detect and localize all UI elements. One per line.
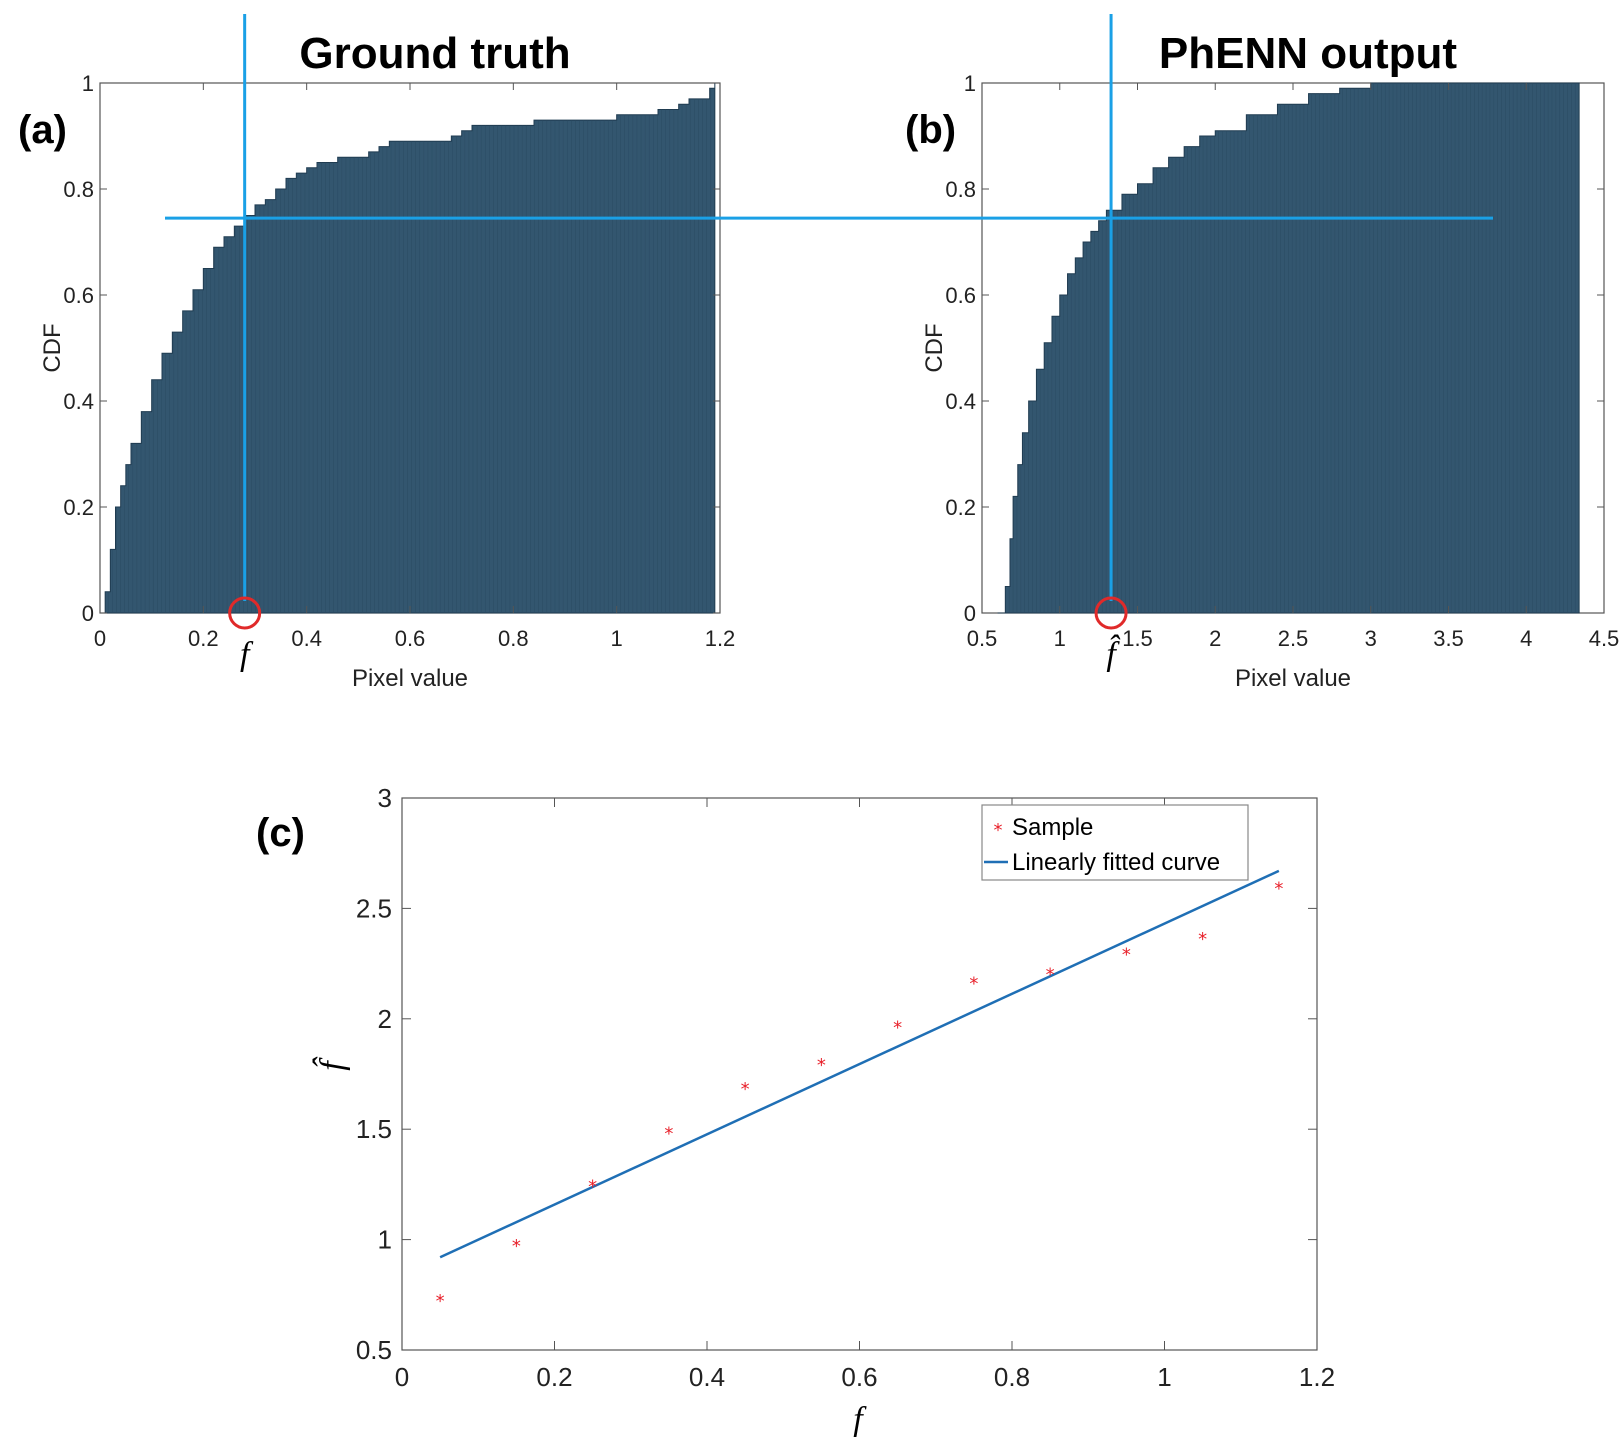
x-tick-label: 3 bbox=[1365, 626, 1377, 651]
y-tick-label: 1 bbox=[82, 71, 94, 96]
panel-a-title: Ground truth bbox=[299, 29, 570, 78]
panel-c-scatter: (c) 0.511.522.53 0 0.2 0.4 0.6 0.8 1 1.2 *****… bbox=[256, 783, 1335, 1438]
legend-fit-label: Linearly fitted curve bbox=[1012, 849, 1220, 876]
x-tick-label: 0.4 bbox=[291, 626, 322, 651]
sample-point: * bbox=[588, 1176, 597, 1197]
panel-b-y-axis-label: CDF bbox=[921, 323, 948, 372]
sample-point: * bbox=[817, 1055, 826, 1076]
panel-b-x-axis-label: Pixel value bbox=[1235, 665, 1351, 692]
y-tick-label: 0.2 bbox=[945, 495, 976, 520]
x-tick-label: 1 bbox=[1054, 626, 1066, 651]
y-tick-label: 1 bbox=[378, 1225, 392, 1255]
y-tick-label: 1.5 bbox=[356, 1114, 392, 1144]
panel-b-marker-circle bbox=[1094, 596, 1128, 630]
x-tick-label: 2.5 bbox=[1278, 626, 1309, 651]
panel-b-phenn-output: PhENN output (b) 0 0.2 0.4 0.6 0.8 1 0.5 1 1.5 2… bbox=[905, 14, 1619, 692]
panel-c-y-axis-label: f̂ bbox=[312, 1056, 351, 1070]
panel-b-title: PhENN output bbox=[1159, 29, 1458, 78]
x-tick-label: 0.2 bbox=[188, 626, 219, 651]
x-tick-label: 0.4 bbox=[689, 1362, 725, 1392]
panel-a-y-ticks: 0 0.2 0.4 0.6 0.8 1 bbox=[63, 71, 720, 626]
x-tick-label: 3.5 bbox=[1433, 626, 1464, 651]
y-tick-label: 0.6 bbox=[63, 283, 94, 308]
sample-point: * bbox=[436, 1291, 445, 1312]
x-tick-label: 1.2 bbox=[1299, 1362, 1335, 1392]
y-tick-label: 0.4 bbox=[63, 389, 94, 414]
y-tick-label: 0.8 bbox=[945, 177, 976, 202]
panel-c-y-ticks: 0.5 1 1.5 2 2.5 3 bbox=[356, 783, 1317, 1365]
y-tick-label: 3 bbox=[378, 783, 392, 813]
x-tick-label: 1.5 bbox=[1122, 626, 1153, 651]
panel-b-label: (b) bbox=[905, 108, 956, 152]
sample-point: * bbox=[969, 973, 978, 994]
y-tick-label: 2 bbox=[378, 1004, 392, 1034]
fit-line bbox=[439, 869, 1280, 1259]
panel-a-marker-circle bbox=[228, 596, 262, 630]
x-tick-label: 0 bbox=[94, 626, 106, 651]
panel-b-y-ticks: 0 0.2 0.4 0.6 0.8 1 bbox=[945, 71, 1604, 626]
x-tick-label: 1.2 bbox=[705, 626, 736, 651]
sample-point: * bbox=[893, 1017, 902, 1038]
y-tick-label: 0 bbox=[82, 601, 94, 626]
panel-a-marker-label: f bbox=[240, 636, 254, 673]
sample-point: * bbox=[1046, 964, 1055, 985]
y-tick-label: 0.4 bbox=[945, 389, 976, 414]
panel-b-x-ticks: 0.5 1 1.5 2 2.5 3 3.5 4 4.5 bbox=[967, 83, 1620, 651]
x-tick-label: 1 bbox=[1157, 1362, 1171, 1392]
panel-c-x-ticks: 0 0.2 0.4 0.6 0.8 1 1.2 bbox=[395, 798, 1335, 1392]
y-tick-label: 0.5 bbox=[356, 1335, 392, 1365]
sample-point: * bbox=[1198, 929, 1207, 950]
sample-point: * bbox=[1122, 945, 1131, 966]
x-tick-label: 1 bbox=[611, 626, 623, 651]
y-tick-label: 0.8 bbox=[63, 177, 94, 202]
x-tick-label: 2 bbox=[1209, 626, 1221, 651]
y-tick-label: 0 bbox=[964, 601, 976, 626]
legend-sample-marker: * bbox=[994, 820, 1003, 841]
sample-point: * bbox=[512, 1236, 521, 1257]
y-tick-label: 2.5 bbox=[356, 893, 392, 923]
sample-point: * bbox=[1274, 878, 1283, 899]
panel-c-label: (c) bbox=[256, 811, 305, 855]
panel-c-plot-frame bbox=[401, 797, 1318, 1351]
legend: * Sample Linearly fitted curve bbox=[981, 804, 1249, 881]
panel-a-x-ticks: 0 0.2 0.4 0.6 0.8 1 1.2 bbox=[94, 83, 735, 651]
x-tick-label: 4 bbox=[1520, 626, 1532, 651]
sample-points: * * * * * * * * * * * * bbox=[436, 878, 1284, 1312]
x-tick-label: 0.8 bbox=[994, 1362, 1030, 1392]
panel-a-bar-edges bbox=[107, 88, 712, 613]
legend-box bbox=[981, 804, 1249, 881]
x-tick-label: 0 bbox=[395, 1362, 409, 1392]
panel-c-x-axis-label: f bbox=[853, 1401, 867, 1438]
panel-a-x-axis-label: Pixel value bbox=[352, 665, 468, 692]
x-tick-label: 0.5 bbox=[967, 626, 998, 651]
panel-a-y-axis-label: CDF bbox=[39, 323, 66, 372]
y-tick-label: 1 bbox=[964, 71, 976, 96]
panel-b-bar-edges bbox=[1008, 83, 1576, 613]
x-tick-label: 4.5 bbox=[1589, 626, 1620, 651]
x-tick-label: 0.6 bbox=[841, 1362, 877, 1392]
y-tick-label: 0.6 bbox=[945, 283, 976, 308]
x-tick-label: 0.8 bbox=[498, 626, 529, 651]
y-tick-label: 0.2 bbox=[63, 495, 94, 520]
panel-a-label: (a) bbox=[18, 108, 67, 152]
legend-sample-label: Sample bbox=[1012, 814, 1093, 841]
panel-b-marker-label: f̂ bbox=[1106, 634, 1120, 673]
sample-point: * bbox=[664, 1123, 673, 1144]
x-tick-label: 0.6 bbox=[395, 626, 426, 651]
panel-a-ground-truth: Ground truth (a) 00.20.40.60.81 0 0.2 0.4 0… bbox=[18, 14, 735, 692]
sample-point: * bbox=[741, 1079, 750, 1100]
x-tick-label: 0.2 bbox=[536, 1362, 572, 1392]
